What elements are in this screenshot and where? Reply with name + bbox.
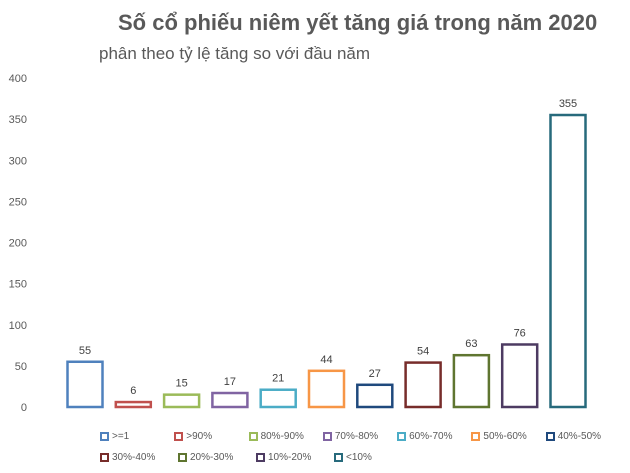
bar	[404, 361, 442, 409]
legend-item: 60%-70%	[397, 431, 471, 442]
legend-item: 10%-20%	[256, 452, 334, 463]
legend-label: 50%-60%	[483, 431, 527, 442]
data-label: 27	[369, 368, 381, 380]
bar	[356, 383, 394, 409]
bar	[549, 113, 587, 409]
legend-swatch	[100, 453, 109, 462]
legend-item: 40%-50%	[545, 431, 620, 442]
legend-swatch	[545, 432, 555, 441]
data-label: 55	[79, 345, 91, 357]
legend-swatch	[100, 432, 109, 441]
legend-label: 30%-40%	[112, 452, 156, 463]
y-tick-label: 100	[9, 320, 27, 332]
bar	[452, 353, 491, 409]
legend-swatch	[322, 432, 332, 441]
y-tick-label: 50	[15, 361, 27, 373]
y-tick-label: 150	[9, 279, 27, 291]
legend-label: <10%	[346, 452, 372, 463]
data-label: 355	[559, 98, 577, 110]
legend-swatch	[248, 432, 258, 441]
data-label: 6	[130, 385, 136, 397]
chart-subtitle: phân theo tỷ lệ tăng so với đầu năm	[99, 44, 371, 63]
bars	[66, 113, 587, 409]
bar	[307, 369, 346, 409]
legend-label: 70%-80%	[334, 431, 379, 442]
legend-swatch	[471, 432, 481, 441]
legend-swatch	[174, 432, 184, 441]
legend-item: >90%	[174, 431, 248, 442]
legend-swatch	[334, 453, 343, 462]
bar	[162, 393, 201, 409]
legend-item: 20%-30%	[178, 452, 256, 463]
legend-swatch	[397, 432, 407, 441]
bar	[500, 343, 539, 409]
data-label: 17	[224, 376, 236, 388]
legend-item: 30%-40%	[100, 452, 178, 463]
data-label: 15	[175, 378, 187, 390]
legend-row: 30%-40% 20%-30% 10%-20% <10%	[100, 447, 620, 468]
legend-item: 50%-60%	[471, 431, 545, 442]
data-label: 76	[514, 327, 526, 339]
legend-row: >=1 >90% 80%-90% 70%-80% 60%-70% 50%-60% 40%-5…	[100, 426, 620, 447]
y-tick-label: 300	[9, 155, 27, 167]
legend-label: 20%-30%	[190, 452, 234, 463]
bar	[114, 400, 153, 409]
legend-swatch	[256, 453, 265, 462]
chart-title: Số cổ phiếu niêm yết tăng giá trong năm …	[118, 10, 598, 35]
legend-item: <10%	[334, 452, 412, 463]
y-tick-label: 250	[9, 196, 27, 208]
y-tick-label: 0	[21, 402, 27, 414]
legend-label: 80%-90%	[260, 431, 304, 442]
y-tick-label: 200	[9, 238, 27, 250]
data-label: 44	[320, 354, 332, 366]
y-tick-label: 350	[9, 114, 27, 126]
bar	[211, 391, 249, 409]
legend-label: >90%	[186, 431, 213, 442]
bar	[66, 360, 104, 409]
data-label: 63	[465, 338, 477, 350]
legend: >=1 >90% 80%-90% 70%-80% 60%-70% 50%-60% 40%-5…	[100, 426, 620, 468]
bar	[259, 388, 297, 409]
legend-label: >=1	[112, 431, 130, 442]
legend-item: 70%-80%	[322, 431, 397, 442]
data-label: 21	[272, 373, 284, 385]
legend-swatch	[178, 453, 187, 462]
y-axis: 0 50 100 150 200 250 300 350 400	[9, 73, 27, 414]
legend-item: 80%-90%	[248, 431, 323, 442]
data-label: 54	[417, 346, 429, 358]
data-labels: 55 6 15 17 21 44 27 54 63 76 355	[79, 98, 577, 397]
legend-label: 60%-70%	[409, 431, 453, 442]
y-tick-label: 400	[9, 73, 27, 85]
legend-item: >=1	[100, 431, 174, 442]
legend-label: 10%-20%	[268, 452, 312, 463]
legend-label: 40%-50%	[557, 431, 602, 442]
